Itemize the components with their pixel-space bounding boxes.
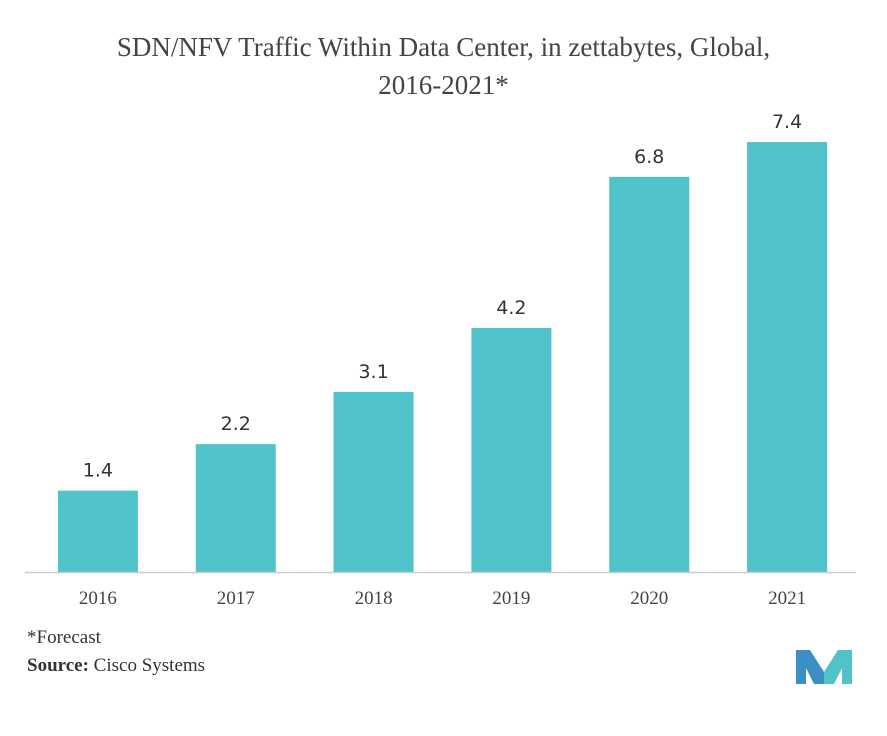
bar-2017 <box>195 444 276 572</box>
forecast-footnote: *Forecast <box>27 627 101 648</box>
value-labels-layer: 1.4 2.2 3.1 4.2 6.8 7.4 <box>83 111 802 482</box>
mordor-intelligence-logo <box>796 650 852 684</box>
x-tick-label-2018: 2018 <box>355 588 393 609</box>
bar-2016 <box>57 490 138 572</box>
chart-title-line-1: SDN/NFV Traffic Within Data Center, in z… <box>116 32 771 62</box>
value-label-2016: 1.4 <box>83 460 113 482</box>
logo-right-shape <box>824 650 852 684</box>
value-label-2021: 7.4 <box>772 111 802 133</box>
bar-2019 <box>471 327 552 572</box>
chart-title-line-2: 2016-2021* <box>378 70 509 100</box>
x-tick-label-2019: 2019 <box>492 588 530 609</box>
tick-labels-layer: 2016 2017 2018 2019 2020 2021 <box>79 588 806 609</box>
source-value: Cisco Systems <box>88 655 206 676</box>
value-label-2020: 6.8 <box>634 146 664 168</box>
bars-layer <box>57 142 828 572</box>
x-tick-label-2021: 2021 <box>768 588 806 609</box>
x-tick-label-2020: 2020 <box>630 588 668 609</box>
value-label-2019: 4.2 <box>496 297 526 319</box>
logo-left-shape <box>796 650 824 684</box>
source-label: Source: <box>27 655 89 676</box>
x-tick-label-2016: 2016 <box>79 588 117 609</box>
chart-title: SDN/NFV Traffic Within Data Center, in z… <box>0 28 887 104</box>
bar-2018 <box>333 391 414 572</box>
bar-2021 <box>747 142 828 572</box>
value-label-2018: 3.1 <box>358 361 388 383</box>
source-note: Source: Cisco Systems <box>27 655 205 677</box>
bar-2020 <box>609 176 690 572</box>
value-label-2017: 2.2 <box>221 413 251 435</box>
x-tick-label-2017: 2017 <box>217 588 255 609</box>
